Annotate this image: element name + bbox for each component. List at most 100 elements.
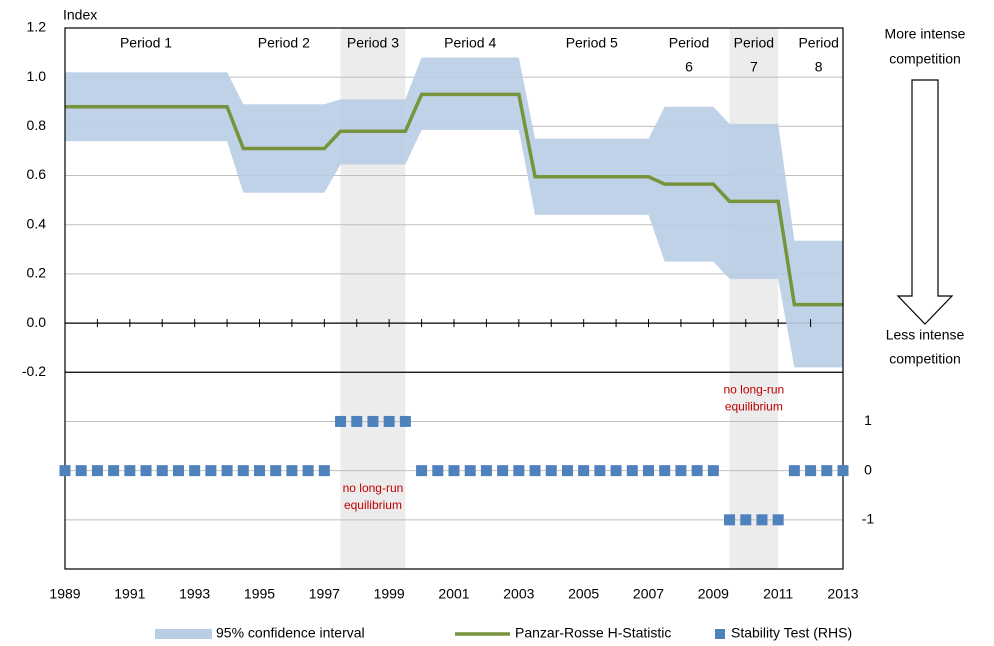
y-tick-label: 1.0: [27, 68, 47, 84]
x-tick-label: 2003: [503, 586, 534, 602]
y-tick-label: 0.0: [27, 314, 47, 330]
stability-marker: [172, 465, 184, 477]
stability-marker: [432, 465, 444, 477]
period-label: Period 4: [444, 35, 496, 51]
stability-marker: [75, 465, 87, 477]
stability-marker: [821, 465, 833, 477]
stability-marker: [643, 465, 654, 477]
stability-marker: [772, 514, 784, 526]
y2-tick-label: 1: [864, 412, 872, 428]
y-tick-label: 0.8: [27, 117, 47, 133]
x-tick-label: 2009: [698, 586, 729, 602]
stability-marker: [383, 415, 395, 427]
stability-marker: [497, 465, 509, 477]
stability-marker: [59, 465, 71, 477]
stability-marker: [367, 415, 379, 427]
stability-marker: [351, 415, 363, 427]
period-label: Period 5: [566, 35, 618, 51]
stability-marker: [140, 465, 152, 477]
stability-marker: [156, 465, 168, 477]
note: More intense: [885, 26, 966, 42]
stability-marker: [513, 465, 525, 477]
y-axis-label: Index: [63, 7, 97, 23]
stability-marker: [91, 465, 103, 477]
stability-marker: [205, 465, 217, 477]
y-tick-label: 0.4: [27, 215, 47, 231]
stability-marker: [740, 514, 752, 526]
stability-marker: [724, 514, 736, 526]
y-tick-label: 0.6: [27, 166, 47, 182]
shaded-period: [729, 28, 779, 569]
y-tick-label: 1.2: [27, 19, 47, 35]
stability-marker: [221, 465, 233, 477]
legend-label: 95% confidence interval: [216, 625, 365, 641]
stability-marker: [529, 465, 541, 477]
period-label: Period 3: [347, 35, 399, 51]
arrow: [896, 79, 954, 325]
period-label: Period: [669, 35, 709, 51]
stability-marker: [626, 465, 638, 477]
y-tick-label: 0.2: [27, 265, 47, 281]
legend-label: Panzar-Rosse H-Statistic: [515, 625, 671, 641]
x-tick-label: 1997: [309, 586, 340, 602]
stability-marker: [788, 465, 800, 477]
stability-marker: [416, 465, 428, 477]
stability-marker: [254, 465, 265, 477]
stability-marker: [335, 415, 347, 427]
stability-marker: [464, 465, 476, 477]
x-tick-label: 1999: [374, 586, 405, 602]
stability-marker: [189, 465, 201, 477]
stability-marker: [837, 465, 849, 477]
y2-tick-label: 0: [864, 461, 872, 477]
legend-label: Stability Test (RHS): [731, 625, 852, 641]
period-label: Period 2: [258, 35, 310, 51]
stability-marker: [480, 465, 492, 477]
stability-marker: [448, 465, 460, 477]
x-tick-label: 2011: [763, 586, 793, 602]
annotation: equilibrium: [344, 498, 402, 512]
stability-marker: [270, 465, 282, 477]
confidence-band: [65, 57, 843, 368]
plot-frame: [64, 27, 844, 570]
annotation: no long-run: [343, 481, 404, 495]
annotation: no long-run: [723, 383, 784, 397]
stability-marker: [756, 514, 768, 526]
stability-marker: [318, 465, 330, 477]
legend-swatch: [715, 629, 725, 639]
stability-marker: [108, 465, 120, 477]
stability-marker: [561, 465, 573, 477]
note: competition: [889, 51, 961, 67]
h-statistic-line: [65, 92, 843, 307]
stability-marker: [659, 465, 671, 477]
x-tick-label: 2013: [827, 586, 858, 602]
period-label: Period 1: [120, 35, 172, 51]
stability-marker: [302, 465, 314, 477]
y2-tick-label: -1: [862, 511, 875, 527]
period-label: 8: [815, 59, 823, 75]
stability-marker: [124, 465, 136, 477]
annotation: equilibrium: [725, 400, 783, 414]
y-tick-label: -0.2: [22, 363, 46, 379]
stability-marker: [545, 465, 557, 477]
x-tick-label: 1993: [179, 586, 210, 602]
x-tick-label: 2001: [438, 586, 469, 602]
stability-marker: [399, 415, 411, 427]
legend-swatch: [155, 629, 212, 639]
stability-marker: [707, 465, 719, 477]
stability-marker: [675, 465, 687, 477]
period-label: 7: [750, 59, 758, 75]
stability-marker: [237, 465, 249, 477]
stability-marker: [578, 465, 590, 477]
note: competition: [889, 351, 961, 367]
stability-marker: [594, 465, 606, 477]
note: Less intense: [886, 327, 965, 343]
period-label: Period: [798, 35, 838, 51]
period-label: Period: [734, 35, 774, 51]
x-tick-label: 2007: [633, 586, 664, 602]
period-label: 6: [685, 59, 693, 75]
stability-marker: [691, 465, 703, 477]
x-tick-label: 1989: [49, 586, 80, 602]
stability-marker: [805, 465, 817, 477]
stability-marker: [286, 465, 298, 477]
